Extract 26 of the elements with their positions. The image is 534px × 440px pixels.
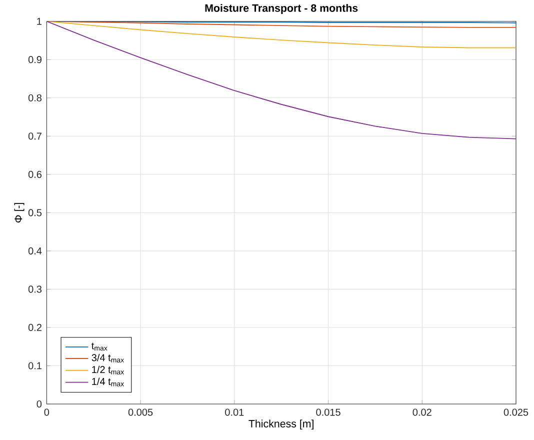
chart-title: Moisture Transport - 8 months	[205, 4, 358, 14]
y-axis-title: Φ [-]	[14, 202, 24, 223]
y-tick-label: 0.6	[28, 170, 42, 178]
y-tick-label: 0.8	[28, 94, 42, 102]
x-tick-label: 0.015	[316, 408, 340, 416]
y-tick-label: 0.7	[28, 132, 42, 140]
x-tick-label: 0.025	[504, 408, 528, 416]
y-tick-label: 0.9	[28, 56, 42, 64]
y-tick-label: 0.4	[28, 247, 42, 254]
x-tick-label: 0.02	[412, 408, 432, 416]
x-tick-label: 0	[44, 408, 50, 416]
x-tick-label: 0.01	[225, 408, 244, 416]
y-tick-label: 0.5	[28, 209, 42, 216]
x-axis-title: Thickness [m]	[248, 420, 314, 430]
legend-label: t$_{max}$	[92, 342, 108, 351]
y-tick-label: 0.2	[28, 324, 42, 332]
legend-label: 1/2 t$_{max}$	[92, 366, 124, 374]
y-tick-label: 1	[37, 18, 42, 25]
x-tick-label: 0.005	[128, 408, 153, 416]
legend-label: 1/4 t$_{max}$	[92, 378, 124, 386]
y-tick-label: 0.1	[28, 362, 42, 370]
legend-label: 3/4 t$_{max}$	[92, 354, 124, 362]
y-tick-label: 0.3	[28, 286, 42, 293]
y-tick-label: 0	[36, 400, 42, 408]
line-series	[46, 21, 516, 140]
line-series	[46, 21, 516, 48]
